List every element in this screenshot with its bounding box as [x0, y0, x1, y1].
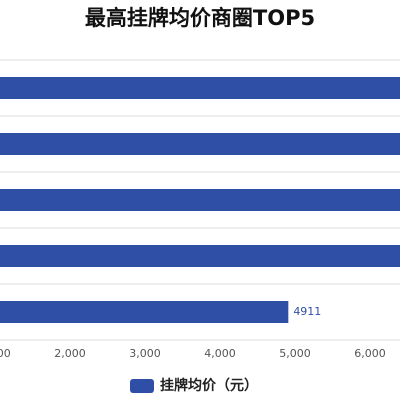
x-tick-label: 5,000 — [279, 347, 311, 360]
x-tick-label: 6,000 — [354, 347, 386, 360]
bar — [0, 245, 400, 267]
x-tick-label: 1,000 — [0, 347, 11, 360]
legend-swatch — [130, 379, 154, 393]
bar — [0, 301, 289, 323]
legend-label: 挂牌均价（元） — [160, 377, 258, 394]
bar — [0, 133, 400, 155]
chart-title: 最高挂牌均价商圈TOP5 — [85, 6, 315, 30]
bar — [0, 77, 400, 99]
x-tick-label: 2,000 — [54, 347, 86, 360]
data-label: 4911 — [293, 305, 321, 318]
bar — [0, 189, 400, 211]
x-tick-label: 3,000 — [129, 347, 161, 360]
x-tick-label: 4,000 — [204, 347, 236, 360]
